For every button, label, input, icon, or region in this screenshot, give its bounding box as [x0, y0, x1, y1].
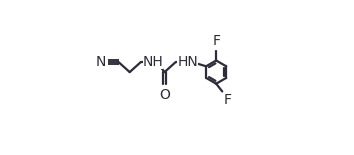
Text: HN: HN: [177, 55, 198, 69]
Text: O: O: [159, 88, 170, 102]
Text: N: N: [96, 55, 106, 69]
Text: F: F: [224, 93, 232, 107]
Text: NH: NH: [143, 55, 163, 69]
Text: F: F: [212, 34, 220, 48]
